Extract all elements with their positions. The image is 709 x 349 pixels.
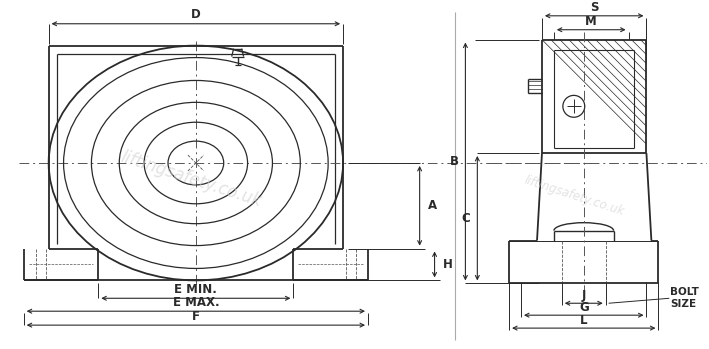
Text: D: D	[191, 8, 201, 21]
Text: A: A	[428, 199, 437, 212]
Text: G: G	[579, 301, 588, 314]
Text: E MIN.: E MIN.	[174, 283, 217, 296]
Text: liftingsafety.co.uk: liftingsafety.co.uk	[118, 148, 264, 210]
Text: liftingsafety.co.uk: liftingsafety.co.uk	[522, 173, 625, 218]
Text: BOLT
SIZE: BOLT SIZE	[670, 287, 699, 310]
Text: H: H	[442, 258, 452, 271]
Text: E MAX.: E MAX.	[172, 296, 219, 309]
Text: M: M	[586, 15, 597, 28]
Text: L: L	[580, 314, 588, 327]
Text: F: F	[192, 310, 200, 323]
Text: B: B	[450, 155, 459, 168]
Text: C: C	[462, 212, 470, 225]
Text: J: J	[581, 289, 586, 302]
Text: S: S	[590, 1, 598, 14]
